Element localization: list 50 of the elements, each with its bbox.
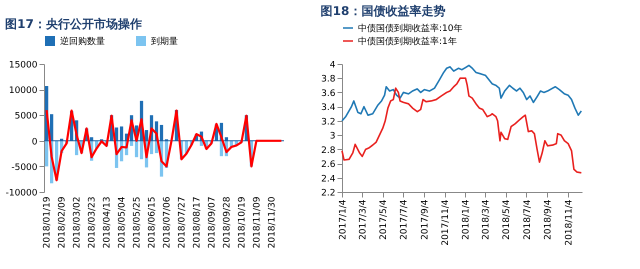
y-tick-label: 2.6 bbox=[321, 160, 336, 170]
x-tick-label: 2018/09/07 bbox=[207, 196, 218, 248]
x-tick-label: 2018/02/09 bbox=[58, 196, 68, 248]
x-tick-label: 2018/11/09 bbox=[252, 196, 262, 248]
y-tick-label: 2.2 bbox=[321, 188, 336, 198]
x-tick-label: 2017/5/4 bbox=[379, 199, 390, 240]
x-tick-label: 2018/07/27 bbox=[177, 196, 188, 248]
y-tick-label: 3.6 bbox=[321, 88, 336, 99]
x-tick-label: 2018/7/4 bbox=[522, 199, 533, 240]
legend-label: 到期量 bbox=[151, 36, 178, 47]
x-tick-label: 2018/04/13 bbox=[102, 196, 113, 248]
legend-label: 中债国债到期收益率:10年 bbox=[358, 23, 462, 34]
y-tick-label: 0 bbox=[32, 137, 38, 148]
chart-title: 图17：央行公开市场操作 bbox=[5, 17, 142, 31]
x-tick-label: 2017/11/4 bbox=[441, 199, 452, 246]
x-tick-label: 2018/11/30 bbox=[267, 196, 278, 248]
y-tick-label: 4 bbox=[330, 60, 336, 70]
x-tick-label: 2018/10/19 bbox=[237, 196, 248, 248]
y-tick-label: 5000 bbox=[14, 112, 38, 122]
y-tick-label: 15000 bbox=[8, 60, 38, 70]
x-tick-label: 2018/9/4 bbox=[544, 199, 554, 240]
y-tick-label: 3 bbox=[330, 132, 336, 142]
chart-title: 图18：国债收益率走势 bbox=[320, 4, 446, 18]
x-tick-label: 2018/3/4 bbox=[482, 199, 492, 240]
x-tick-label: 2018/08/17 bbox=[192, 196, 202, 248]
y-tick-label: 3.2 bbox=[321, 117, 336, 128]
x-tick-label: 2018/1/4 bbox=[462, 199, 472, 240]
x-tick-label: 2017/7/4 bbox=[400, 199, 410, 240]
y-tick-label: 10000 bbox=[8, 86, 38, 96]
y-tick-label: 2.4 bbox=[321, 174, 336, 184]
x-tick-label: 2018/11/4 bbox=[564, 199, 574, 246]
y-tick-label: 3.4 bbox=[321, 103, 336, 114]
x-tick-label: 2018/5/4 bbox=[502, 199, 512, 240]
x-tick-label: 2018/03/23 bbox=[88, 196, 98, 248]
y-tick-label: 2.8 bbox=[321, 146, 336, 156]
legend-label: 中债国债到期收益率:1年 bbox=[358, 36, 457, 47]
x-tick-label: 2018/05/25 bbox=[132, 196, 143, 248]
x-tick-label: 2018/01/19 bbox=[42, 196, 53, 248]
y-tick-label: 3.8 bbox=[321, 74, 336, 85]
x-tick-label: 2017/9/4 bbox=[420, 199, 431, 240]
x-tick-label: 2018/09/28 bbox=[222, 196, 232, 248]
y-tick-label: -10000 bbox=[6, 188, 38, 198]
x-tick-label: 2018/06/15 bbox=[148, 196, 158, 248]
x-tick-label: 2017/1/4 bbox=[338, 199, 348, 240]
x-tick-label: 2018/07/06 bbox=[162, 196, 172, 248]
x-tick-label: 2018/05/04 bbox=[118, 196, 128, 248]
y-tick-label: -5000 bbox=[11, 162, 38, 173]
x-tick-label: 2018/03/02 bbox=[72, 196, 83, 248]
x-tick-label: 2017/3/4 bbox=[358, 199, 368, 240]
legend-label: 逆回购数量 bbox=[60, 36, 105, 47]
